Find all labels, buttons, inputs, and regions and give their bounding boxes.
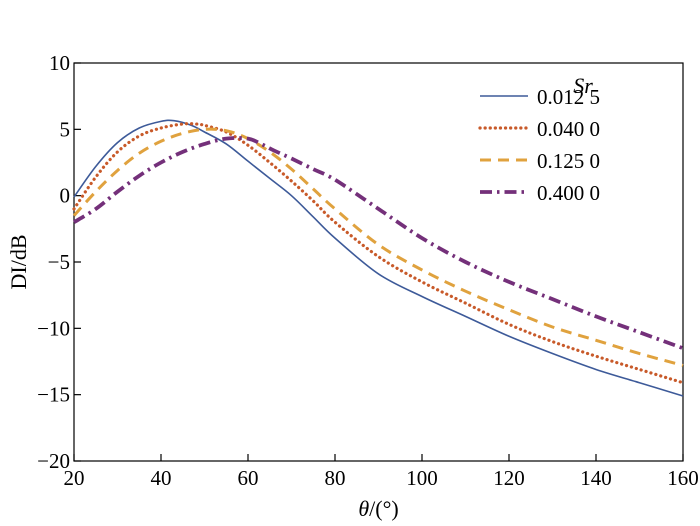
series-line-1 xyxy=(73,119,684,397)
x-tick-label: 20 xyxy=(64,466,85,490)
series-lines xyxy=(72,119,685,397)
y-axis-label: DI/dB xyxy=(6,235,31,290)
y-tick-label: 10 xyxy=(49,51,70,75)
x-tick-label: 160 xyxy=(667,466,699,490)
x-tick-label: 80 xyxy=(325,466,346,490)
y-tick-label: −20 xyxy=(37,449,70,473)
legend-label-3: 0.125 0 xyxy=(537,149,600,173)
x-tick-label: 40 xyxy=(151,466,172,490)
legend-title: Sr xyxy=(573,73,593,98)
legend-label-2: 0.040 0 xyxy=(537,117,600,141)
x-tick-labels: 20 40 60 80 100 120 140 160 xyxy=(64,466,699,490)
legend-label-1: 0.012 5 xyxy=(537,85,600,109)
x-axis-label: θ/(°) xyxy=(358,496,398,521)
y-tick-label: −10 xyxy=(37,316,70,340)
x-axis-symbol: θ xyxy=(358,496,369,521)
y-tick-label: −5 xyxy=(48,250,70,274)
x-axis-unit: /(°) xyxy=(369,496,399,521)
tick-marks xyxy=(73,62,684,462)
legend-label-4: 0.400 0 xyxy=(537,181,600,205)
series-line-4 xyxy=(73,136,684,351)
x-tick-label: 100 xyxy=(406,466,438,490)
y-tick-label: 5 xyxy=(60,117,71,141)
x-tick-label: 60 xyxy=(238,466,259,490)
y-tick-label: −15 xyxy=(37,383,70,407)
x-tick-label: 120 xyxy=(493,466,525,490)
y-tick-label: 0 xyxy=(60,184,71,208)
legend: Sr 0.012 5 0.040 0 0.125 0 0.400 0 xyxy=(478,73,600,205)
series-line-3 xyxy=(72,127,684,367)
x-tick-label: 140 xyxy=(580,466,612,490)
series-line-2 xyxy=(72,122,685,385)
y-tick-labels: 10 5 0 −5 −10 −15 −20 xyxy=(37,51,70,473)
